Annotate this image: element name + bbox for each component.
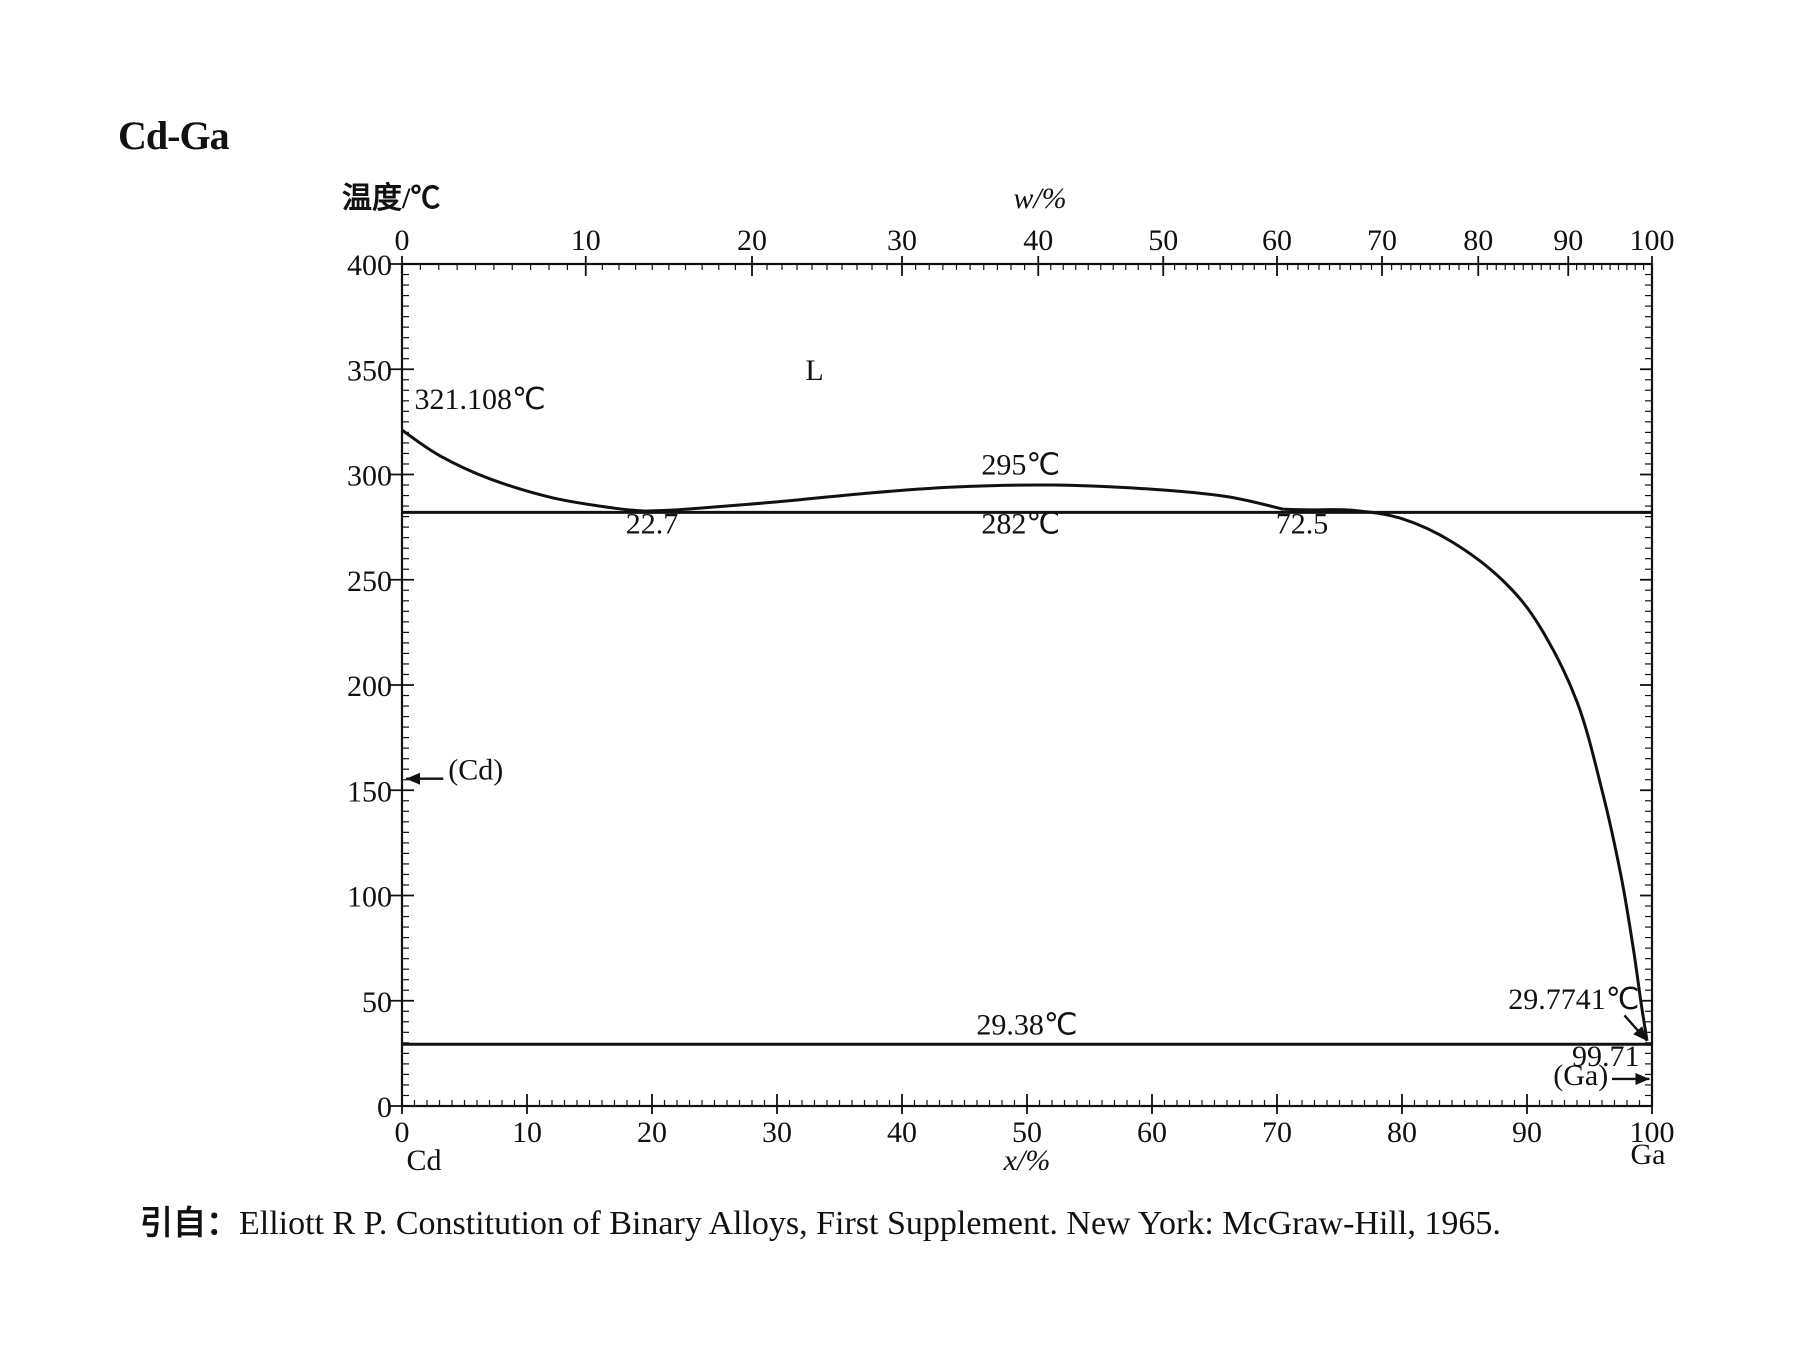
- y-tick-label: 400: [347, 249, 392, 282]
- top-tick-label: 70: [1367, 224, 1397, 257]
- phase-boundary-line: [1283, 507, 1649, 1041]
- top-tick-label: 80: [1463, 224, 1493, 257]
- citation: 引自：Elliott R P. Constitution of Binary A…: [140, 1196, 1501, 1244]
- arrow-head: [1633, 1026, 1647, 1041]
- top-tick-label: 30: [887, 224, 917, 257]
- x-tick-label: 60: [1137, 1116, 1167, 1149]
- annotation-label: (Cd): [448, 754, 503, 787]
- bottom-axis-title: x/%: [1003, 1144, 1051, 1177]
- y-tick-label: 250: [347, 565, 392, 598]
- y-axis-title: 温度/℃: [342, 182, 440, 215]
- annotation-label: (Ga): [1553, 1059, 1608, 1092]
- top-tick-label: 0: [395, 224, 410, 257]
- annotation-label: 99.71: [1572, 1040, 1640, 1073]
- annotation-label: 282℃: [981, 507, 1060, 540]
- axis-ticks: [390, 256, 1653, 1114]
- right-end-label: Ga: [1631, 1138, 1666, 1171]
- annotation-label: 321.108℃: [415, 383, 546, 416]
- phase-boundary-line: [645, 483, 1284, 513]
- x-tick-label: 90: [1512, 1116, 1542, 1149]
- y-tick-label: 100: [347, 881, 392, 914]
- plot-frame: [400, 262, 1654, 1108]
- x-tick-label: 0: [395, 1116, 410, 1149]
- top-tick-label: 60: [1262, 224, 1292, 257]
- y-tick-label: 50: [362, 986, 392, 1019]
- citation-prefix: 引自：: [140, 1203, 239, 1242]
- annotations: L 321.108℃ 295℃ 282℃ 22.7 72.5 (Cd) 29.7741℃ 29.…: [406, 354, 1650, 1092]
- x-tick-label: 70: [1262, 1116, 1292, 1149]
- y-tick-label: 150: [347, 775, 392, 808]
- x-tick-label: 80: [1387, 1116, 1417, 1149]
- annotation-label: 72.5: [1276, 507, 1329, 540]
- top-tick-label: 100: [1630, 224, 1675, 257]
- left-end-label: Cd: [406, 1144, 441, 1177]
- top-tick-label: 40: [1023, 224, 1053, 257]
- arrow-head: [406, 772, 420, 785]
- top-tick-label: 90: [1553, 224, 1583, 257]
- phase-boundaries: [401, 428, 1652, 1046]
- annotation-label: 29.38℃: [976, 1008, 1077, 1041]
- x-tick-label: 100: [1630, 1116, 1675, 1149]
- x-tick-label: 30: [762, 1116, 792, 1149]
- y-tick-label: 300: [347, 460, 392, 493]
- phase-label: L: [805, 354, 823, 387]
- top-axis-title: w/%: [1013, 182, 1066, 215]
- y-tick-label: 200: [347, 670, 392, 703]
- y-tick-label: 350: [347, 354, 392, 387]
- top-tick-label: 10: [571, 224, 601, 257]
- citation-text: Elliott R P. Constitution of Binary Allo…: [239, 1205, 1501, 1242]
- x-tick-label: 50: [1012, 1116, 1042, 1149]
- annotation-label: 29.7741℃: [1508, 983, 1639, 1016]
- x-tick-label: 10: [512, 1116, 542, 1149]
- arrow-head: [1635, 1072, 1650, 1085]
- minor-ticks: [402, 264, 1652, 1106]
- phase-boundary-line: [401, 428, 646, 513]
- x-tick-label: 40: [887, 1116, 917, 1149]
- x-tick-label: 20: [637, 1116, 667, 1149]
- top-tick-label: 20: [737, 224, 767, 257]
- y-tick-label: 0: [377, 1091, 392, 1124]
- chart-title: Cd-Ga: [118, 113, 230, 158]
- annotation-label: 22.7: [626, 507, 679, 540]
- annotation-label: 295℃: [981, 449, 1060, 482]
- top-tick-label: 50: [1148, 224, 1178, 257]
